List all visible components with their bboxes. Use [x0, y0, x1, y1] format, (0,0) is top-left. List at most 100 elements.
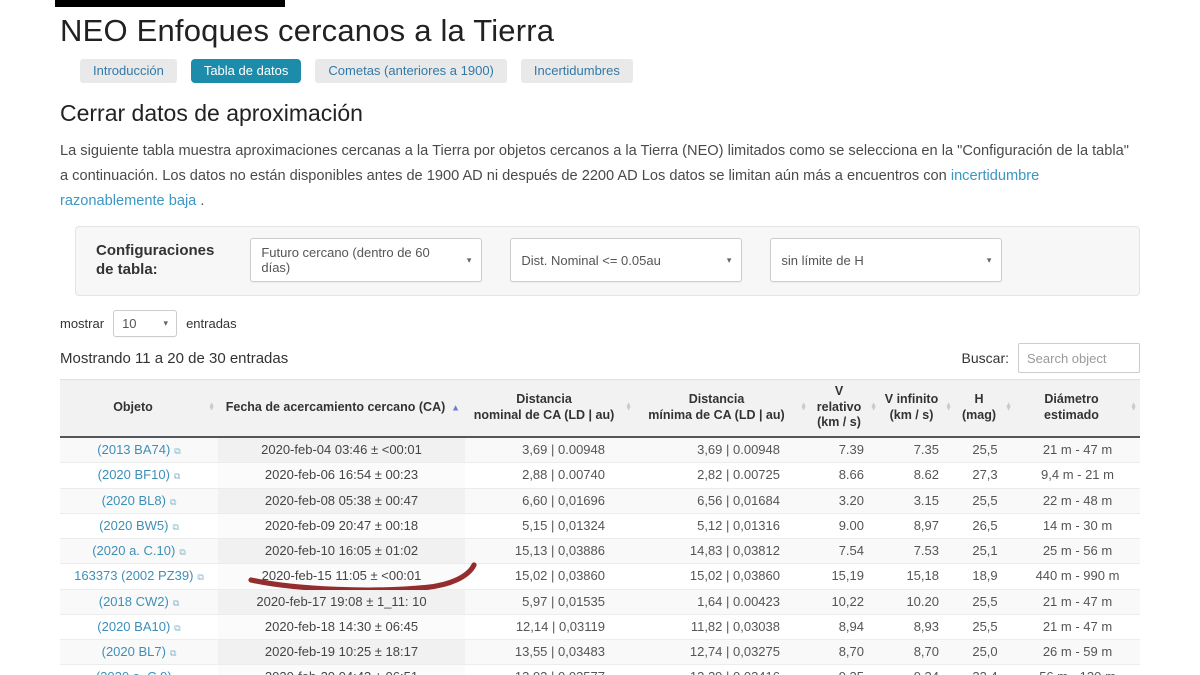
object-link[interactable]: (2018 CW2) [98, 593, 169, 609]
settings-label: Configuraciones de tabla: [96, 241, 214, 280]
column-header-distancia-m-nima-de-ca-ld-au[interactable]: Distancia mínima de CA (LD | au) ▲ ▼ [635, 379, 810, 439]
v-relative-cell: 7.39 [810, 436, 880, 463]
object-link[interactable]: (2020 BA10) [97, 618, 171, 634]
ca-date-cell: 2020-feb-18 14:30 ± 06:45 [218, 613, 465, 640]
object-link[interactable]: (2020 BL7) [101, 644, 166, 660]
header-line: (km / s) [889, 407, 934, 422]
section-heading: Cerrar datos de aproximación [60, 99, 363, 126]
h-magnitude-cell: 27,3 [955, 462, 1015, 489]
screenshot-artifact-bar [55, 0, 285, 7]
column-header-h-mag[interactable]: H (mag) ▲ ▼ [955, 379, 1015, 439]
header-line: Distancia [688, 391, 745, 406]
sort-down-glyph: ▼ [1005, 406, 1012, 414]
h-magnitude-cell: 18,9 [955, 563, 1015, 590]
header-line: mínima de CA (LD | au) [648, 407, 785, 422]
ca-date-cell: 2020-feb-19 10:25 ± 18:17 [218, 639, 465, 665]
table-row: (2020 a. C.10) ⧉ 2020-feb-10 16:05 ± 01:02… [60, 538, 1140, 564]
header-line: H [974, 391, 984, 406]
v-infinity-cell: 3.15 [880, 487, 955, 514]
object-link[interactable]: 163373 (2002 PZ39) [74, 568, 194, 584]
diameter-cell: 21 m - 47 m [1015, 613, 1140, 640]
sort-down-glyph: ▼ [800, 406, 807, 414]
object-link[interactable]: (2020 a. C.9) [96, 669, 172, 675]
settings-label-line1: Configuraciones [96, 241, 215, 259]
table-row: (2013 BA74) ⧉ 2020-feb-04 03:46 ± <00:01 3,… [60, 436, 1140, 463]
v-infinity-cell: 7.53 [880, 538, 955, 564]
v-infinity-cell: 10.20 [880, 588, 955, 615]
tab-incertidumbres[interactable]: Incertidumbres [520, 58, 633, 83]
sort-down-glyph: ▼ [625, 406, 632, 414]
v-relative-cell: 10,22 [810, 588, 880, 615]
header-line: Diámetro estimado [1044, 391, 1099, 422]
intro-paragraph: La siguiente tabla muestra aproximacione… [60, 139, 1140, 214]
filter-dropdowns: Futuro cercano (dentro de 60 días) ▾ Dist.… [250, 238, 1003, 283]
ca-date-cell: 2020-feb-08 05:38 ± 00:47 [218, 487, 465, 514]
h-magnitude-cell: 26,5 [955, 512, 1015, 539]
date-range-select[interactable]: Futuro cercano (dentro de 60 días) ▾ [250, 238, 483, 283]
chevron-down-icon: ▾ [466, 254, 472, 265]
object-link[interactable]: (2013 BA74) [97, 442, 171, 458]
column-header-v-relativo-km-s[interactable]: V relativo (km / s) ▲ ▼ [810, 379, 880, 439]
v-relative-cell: 8,70 [810, 639, 880, 665]
diameter-cell: 25 m - 56 m [1015, 538, 1140, 564]
entries-count-select[interactable]: 10 ▾ [113, 310, 178, 338]
ca-date-text: 2020-feb-20 04:43 ± 06:51 [265, 669, 418, 675]
ca-date-cell: 2020-feb-04 03:46 ± <00:01 [218, 436, 465, 463]
table-row: (2020 a. C.9) ⧉ 2020-feb-20 04:43 ± 06:51 1… [60, 664, 1140, 675]
object-link[interactable]: (2020 BW5) [99, 517, 169, 533]
settings-label-line2: de tabla: [96, 261, 158, 279]
table-info-row: Mostrando 11 a 20 de 30 entradas Buscar: [60, 343, 1140, 374]
external-link-icon: ⧉ [169, 648, 177, 659]
search-input[interactable] [1018, 343, 1140, 374]
sort-icon: ▲ ▼ [945, 402, 952, 413]
column-header-fecha-de-acercamiento-cercano-ca[interactable]: Fecha de acercamiento cercano (CA) ▲ [218, 379, 465, 439]
nominal-distance-cell: 13,92 | 0,03577 [465, 664, 635, 675]
tab-cometas-anteriores-a-1900[interactable]: Cometas (anteriores a 1900) [315, 58, 507, 83]
minimum-distance-cell: 14,83 | 0,03812 [635, 538, 810, 564]
h-limit-select[interactable]: sin límite de H ▾ [770, 238, 1003, 283]
minimum-distance-cell: 5,12 | 0,01316 [635, 512, 810, 539]
column-header-distancia-nominal-de-ca-ld-au[interactable]: Distancia nominal de CA (LD | au) ▲ ▼ [465, 379, 635, 439]
nominal-distance-select[interactable]: Dist. Nominal <= 0.05au ▾ [510, 238, 743, 283]
tab-bar: Introducción Tabla de datos Cometas (anter… [80, 58, 1140, 83]
search-label: Buscar: [961, 350, 1009, 367]
sort-icon: ▲ ▼ [800, 402, 807, 414]
uncertainty-link[interactable]: incertidumbre razonablemente baja [60, 167, 1040, 210]
object-cell: (2020 BL7) ⧉ [60, 639, 218, 665]
table-row: (2020 BW5) ⧉ 2020-feb-09 20:47 ± 00:18 5,15… [60, 512, 1140, 539]
header-line: (km / s) [817, 415, 861, 430]
ca-date-text: 2020-feb-18 14:30 ± 06:45 [264, 618, 419, 634]
object-link[interactable]: (2020 BL8) [101, 492, 166, 508]
object-link[interactable]: (2020 a. C.10) [92, 543, 176, 559]
ca-date-text: 2020-feb-19 10:25 ± 18:17 [264, 644, 419, 660]
tab-tabla-de-datos[interactable]: Tabla de datos [190, 58, 302, 83]
nominal-distance-cell: 12,14 | 0,03119 [465, 613, 635, 640]
object-cell: (2020 a. C.10) ⧉ [60, 538, 218, 564]
object-link[interactable]: (2020 BF10) [97, 467, 170, 483]
ca-date-text: 2020-feb-15 11:05 ± <00:01 [261, 568, 422, 584]
nominal-distance-cell: 2,88 | 0.00740 [465, 462, 635, 489]
column-header-di-metro-estimado[interactable]: Diámetro estimado ▲ ▼ [1015, 379, 1140, 439]
column-header-objeto[interactable]: Objeto ▲ ▼ [60, 379, 218, 439]
header-line: V relativo [816, 384, 862, 414]
h-magnitude-cell: 25,5 [955, 487, 1015, 514]
table-row: (2020 BL8) ⧉ 2020-feb-08 05:38 ± 00:47 6,60… [60, 487, 1140, 514]
ca-date-cell: 2020-feb-06 16:54 ± 00:23 [218, 462, 465, 489]
sort-down-glyph: ▼ [1130, 406, 1137, 414]
sort-icon: ▲ ▼ [870, 401, 877, 413]
v-relative-cell: 9.00 [810, 512, 880, 539]
h-magnitude-cell: 25,0 [955, 639, 1015, 665]
diameter-cell: 56 m - 130 m [1015, 664, 1140, 675]
minimum-distance-cell: 13,29 | 0,03416 [635, 664, 810, 675]
ca-date-cell: 2020-feb-09 20:47 ± 00:18 [218, 512, 465, 539]
ca-date-cell: 2020-feb-20 04:43 ± 06:51 [218, 664, 465, 675]
table-body: (2013 BA74) ⧉ 2020-feb-04 03:46 ± <00:01 3,… [60, 436, 1140, 675]
object-cell: (2020 BW5) ⧉ [60, 512, 218, 539]
v-relative-cell: 8.66 [810, 462, 880, 489]
ca-date-text: 2020-feb-10 16:05 ± 01:02 [264, 543, 419, 559]
tab-introducci-n[interactable]: Introducción [80, 58, 177, 83]
sort-up-glyph: ▲ [870, 401, 877, 409]
external-link-icon: ⧉ [172, 521, 179, 532]
sort-icon: ▲ ▼ [1005, 402, 1012, 414]
column-header-v-infinito-km-s[interactable]: V infinito (km / s) ▲ ▼ [880, 379, 955, 439]
